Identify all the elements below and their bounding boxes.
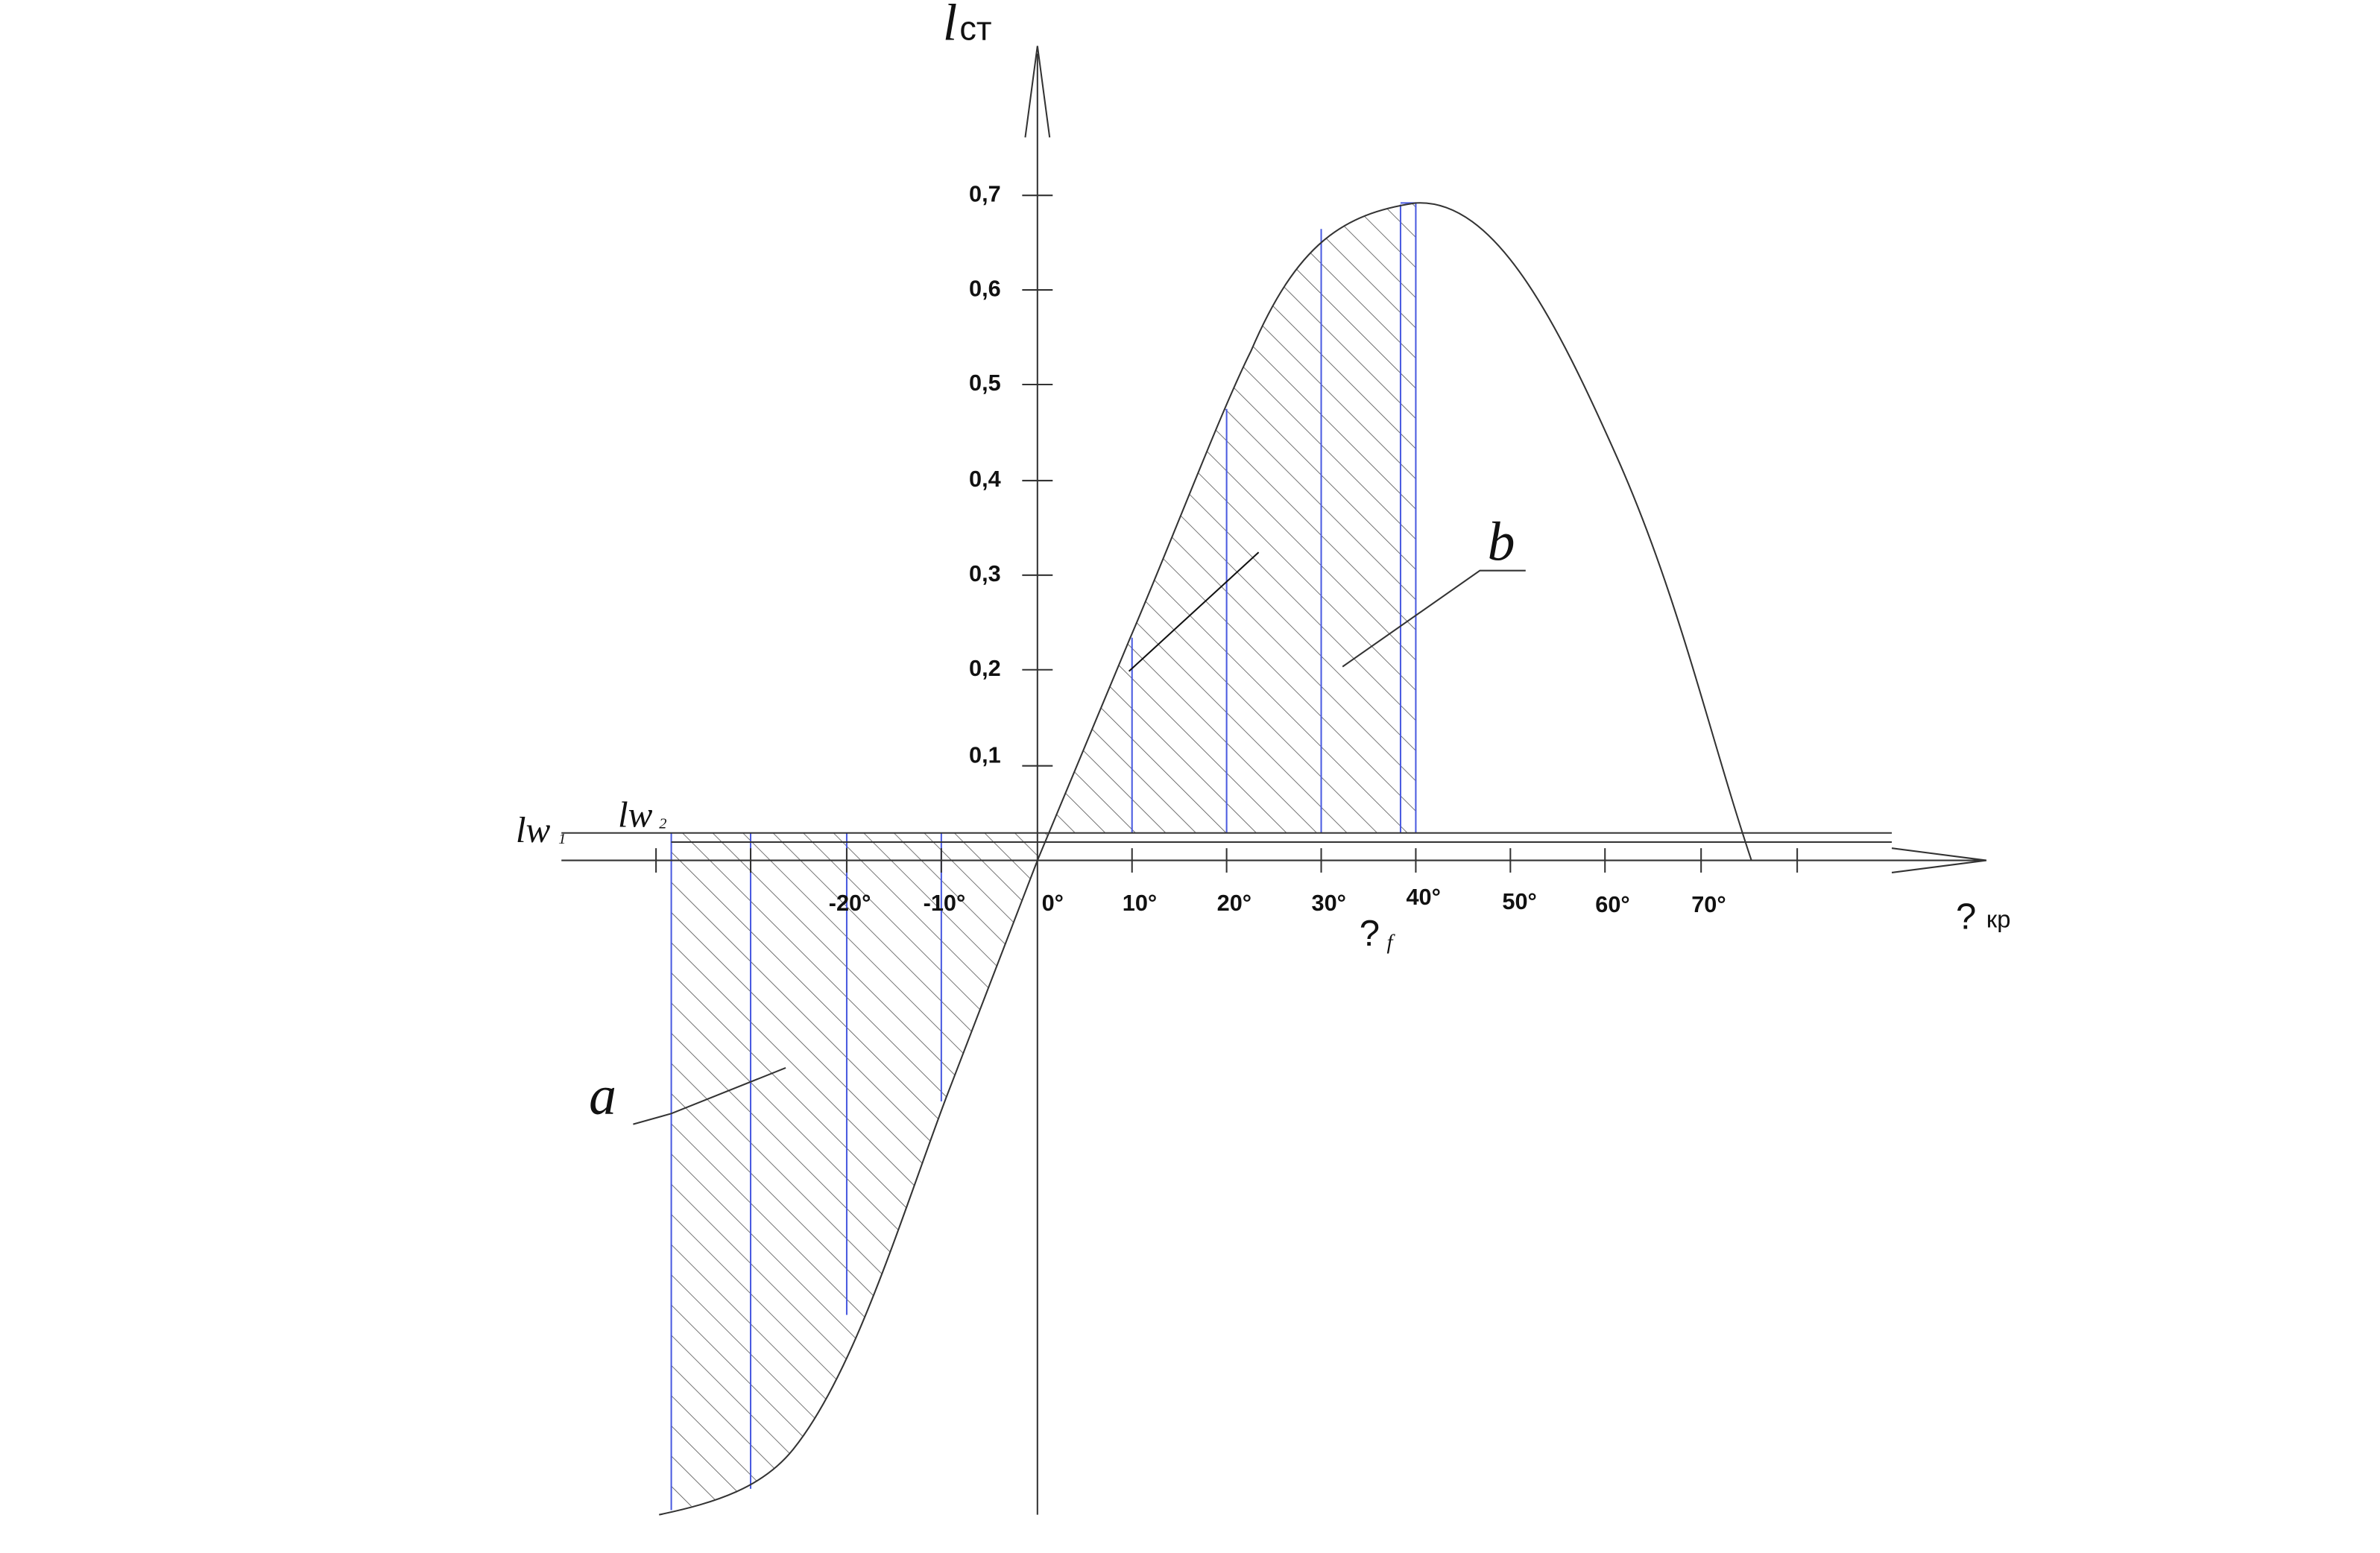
x-tick-label: -10° (924, 890, 966, 916)
region-a-fill (671, 832, 1049, 1511)
y-tick-label: 0,5 (969, 370, 1001, 396)
phi-f-symbol: ? (1360, 914, 1380, 954)
x-tick-labels: -20° -10° 0° 10° 20° 30° 40° 50° 60° 70° (829, 884, 1726, 917)
lw1-subscript: 1 (558, 831, 566, 847)
x-axis-symbol: ? (1956, 897, 1976, 937)
x-tick-label: 60° (1595, 891, 1629, 917)
x-tick-label: 30° (1312, 890, 1346, 916)
y-axis-symbol: l (943, 0, 957, 51)
x-tick-label: 40° (1406, 884, 1440, 910)
region-b-label: b (1488, 510, 1515, 572)
x-tick-label: -20° (829, 890, 871, 916)
x-tick-label: 10° (1123, 890, 1157, 916)
hatched-regions (671, 203, 1416, 1511)
region-a-label: a (589, 1064, 616, 1125)
phi-f-subscript: f (1387, 930, 1396, 954)
x-tick-label: 50° (1502, 888, 1536, 914)
x-tick-label: 20° (1217, 890, 1251, 916)
y-tick-label: 0,3 (969, 560, 1001, 586)
y-axis-subscript: ст (959, 9, 991, 47)
x-tick-label: 0° (1042, 890, 1064, 916)
x-tick-label: 70° (1691, 891, 1726, 917)
lw2-subscript: 2 (659, 816, 666, 832)
y-tick-label: 0,1 (969, 742, 1001, 768)
ordinates (670, 202, 1417, 1511)
stability-curve (659, 202, 1752, 1516)
y-tick-label: 0,6 (969, 275, 1001, 301)
y-tick-label: 0,7 (969, 180, 1001, 206)
y-tick-label: 0,4 (969, 466, 1001, 492)
lw1-symbol: lw (516, 809, 551, 850)
y-tick-labels: 0,7 0,6 0,5 0,4 0,3 0,2 0,1 (969, 180, 1001, 768)
x-axis-subscript: кр (1986, 905, 2011, 933)
y-tick-label: 0,2 (969, 655, 1001, 681)
region-b-fill (1048, 203, 1416, 833)
axes (561, 45, 1987, 1516)
lw2-symbol: lw (618, 794, 653, 835)
